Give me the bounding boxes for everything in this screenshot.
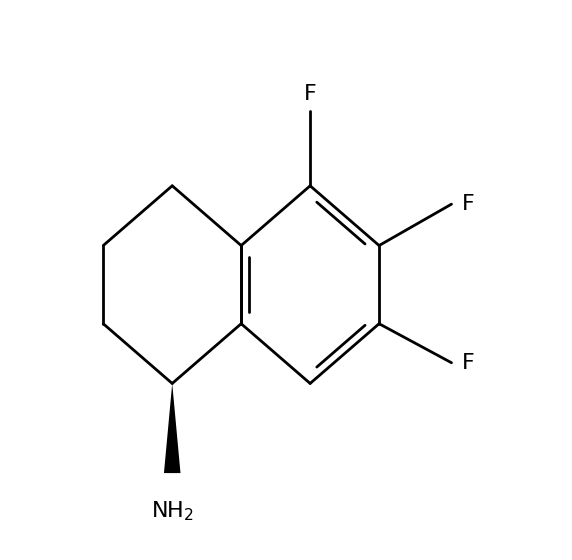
Text: F: F	[304, 84, 316, 104]
Text: F: F	[462, 194, 475, 214]
Polygon shape	[164, 384, 181, 473]
Text: F: F	[462, 353, 475, 373]
Text: NH$_2$: NH$_2$	[150, 499, 194, 523]
